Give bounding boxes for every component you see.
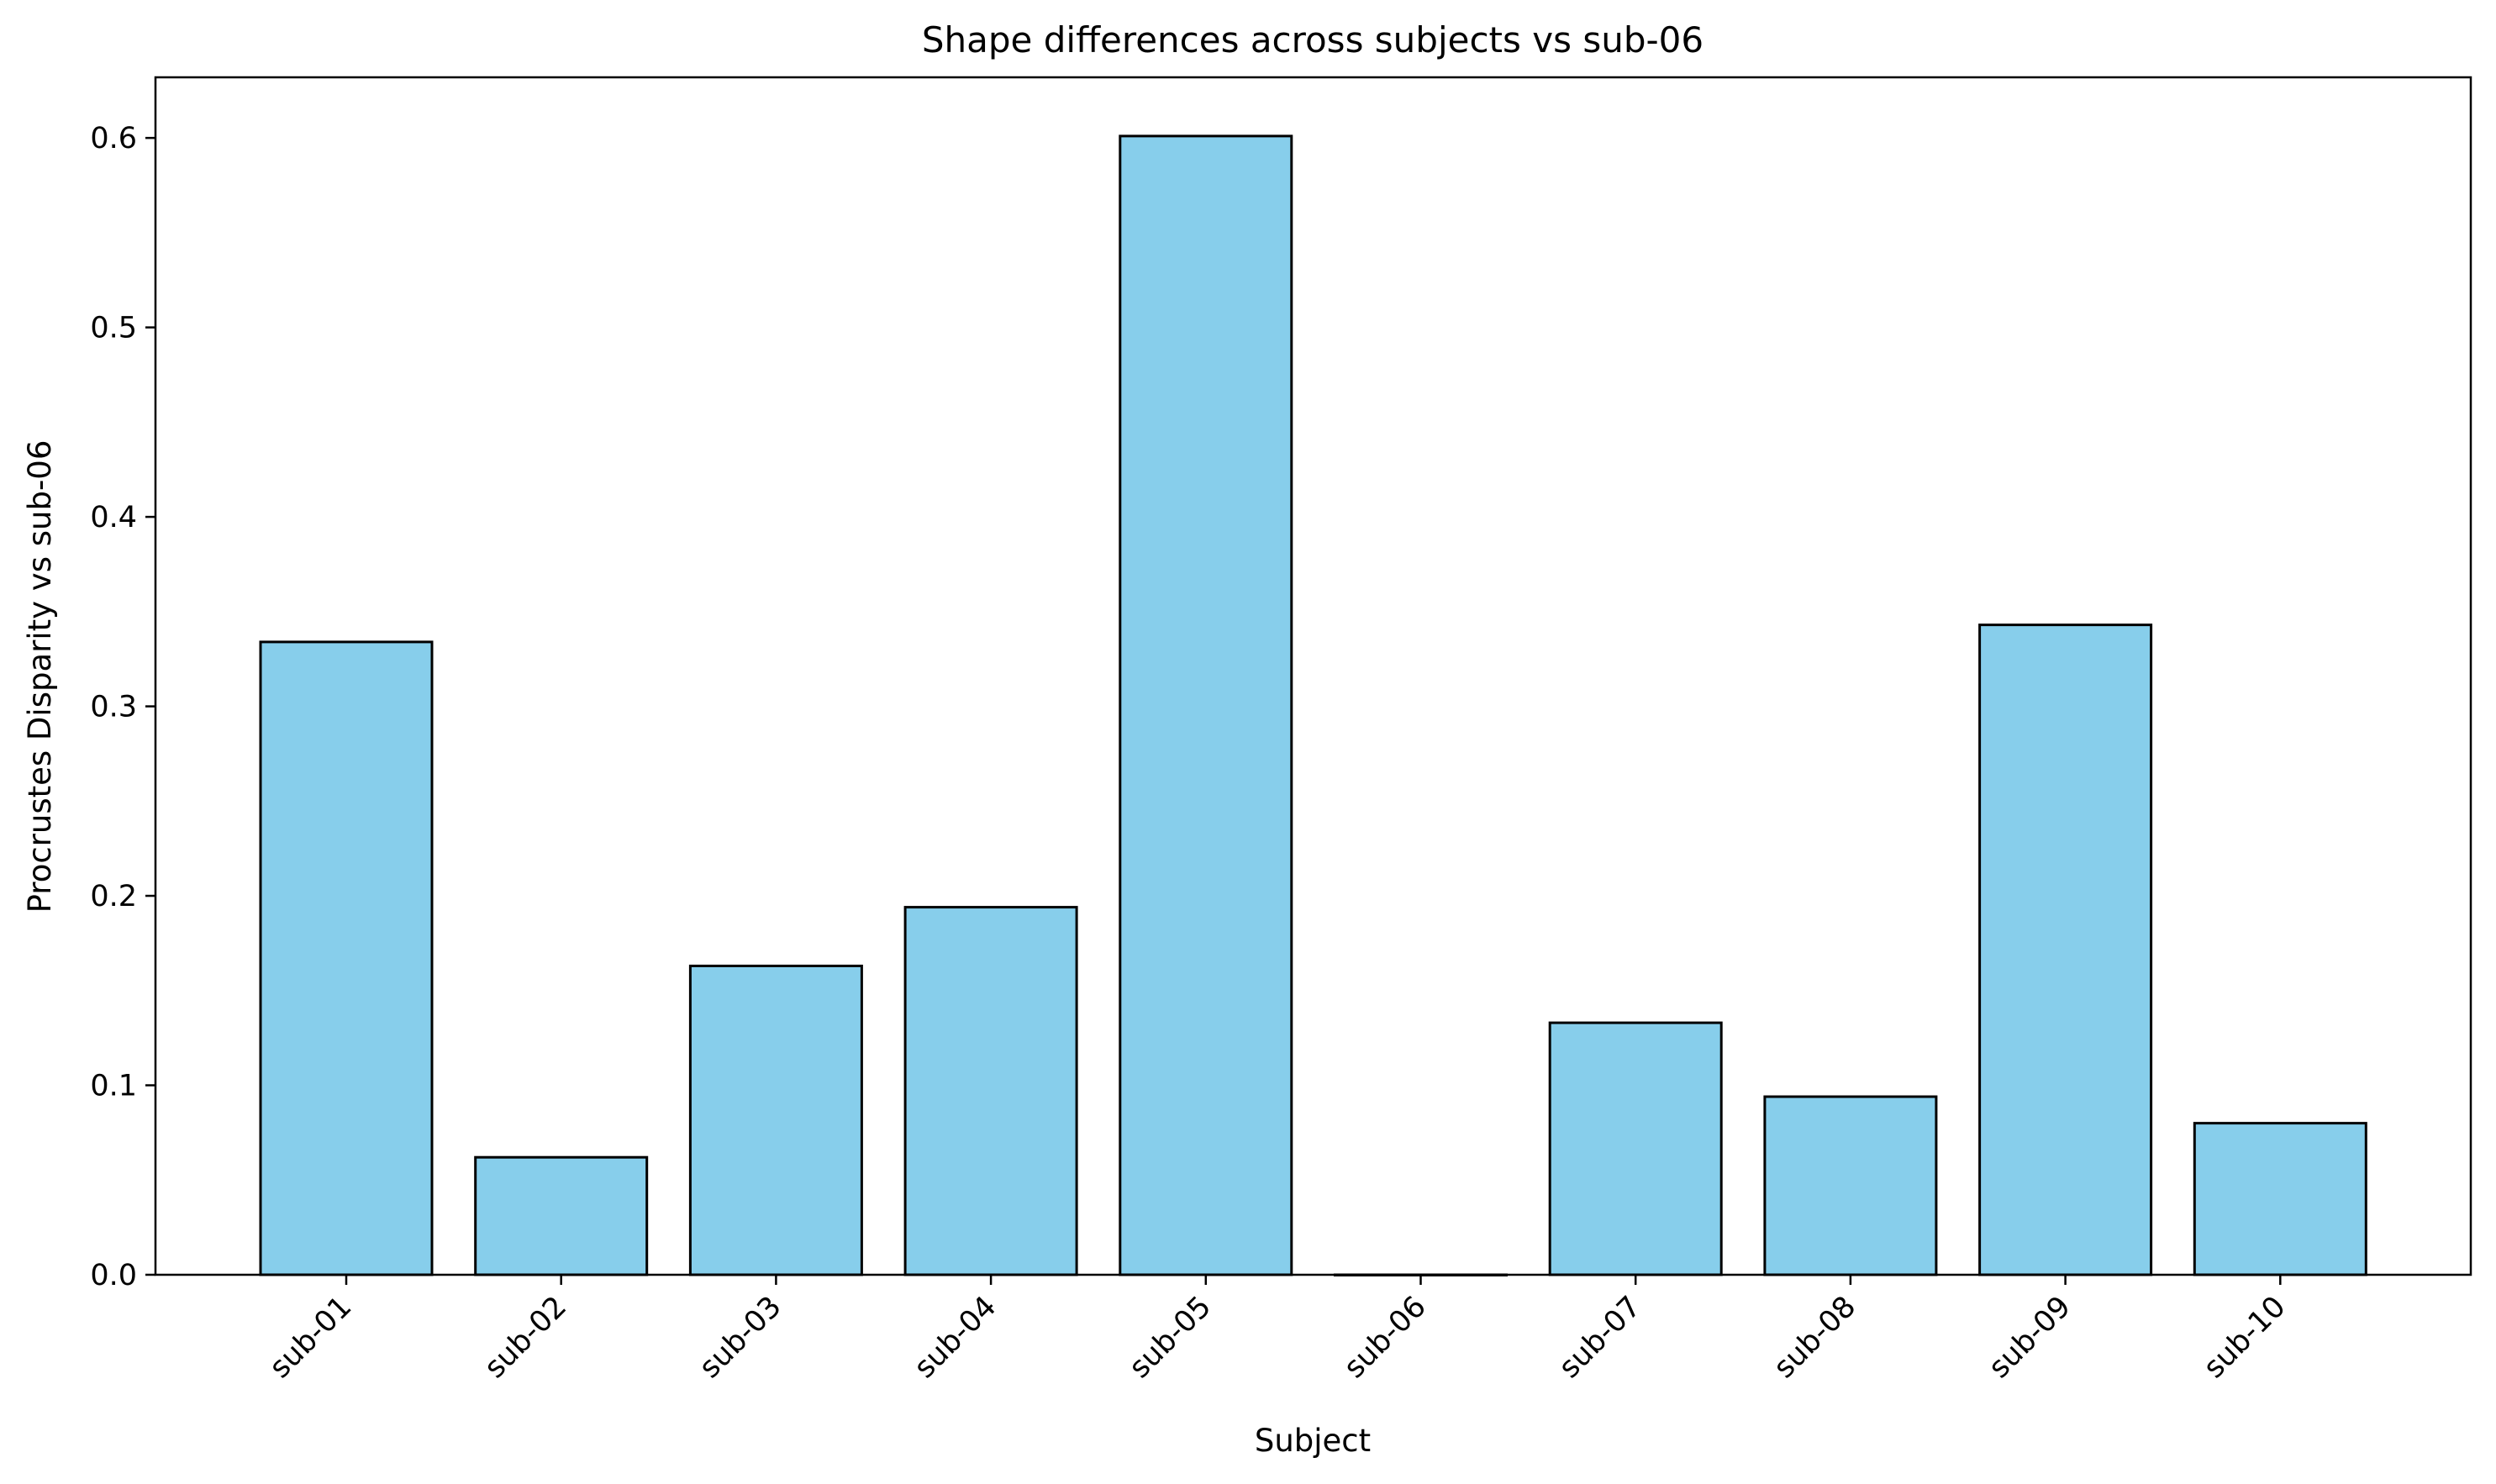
bar-sub-03 xyxy=(688,964,863,1276)
x-axis-label: Subject xyxy=(1255,1423,1371,1459)
y-tick-label-3: 0.3 xyxy=(90,691,137,724)
bar-sub-04 xyxy=(903,906,1078,1276)
y-tick-label-2: 0.2 xyxy=(90,880,137,913)
bars-group xyxy=(259,134,2367,1276)
y-axis-label: Procrustes Disparity vs sub-06 xyxy=(22,440,58,913)
y-tick-label-6: 0.6 xyxy=(90,122,137,155)
bar-sub-09 xyxy=(1978,624,2153,1276)
bar-sub-07 xyxy=(1548,1021,1723,1276)
plot-frame xyxy=(154,76,2472,1276)
bar-sub-01 xyxy=(259,640,434,1276)
bar-sub-02 xyxy=(474,1155,649,1276)
y-axis: 0.0 0.1 0.2 0.3 0.4 0.5 0.6 xyxy=(90,122,155,1292)
y-tick-label-4: 0.4 xyxy=(90,501,137,534)
bar-sub-10 xyxy=(2193,1122,2367,1276)
y-tick-label-5: 0.5 xyxy=(90,312,137,345)
chart-title: Shape differences across subjects vs sub… xyxy=(922,19,1703,61)
y-tick-label-1: 0.1 xyxy=(90,1070,137,1103)
y-tick-label-0: 0.0 xyxy=(90,1259,137,1292)
bar-sub-05 xyxy=(1119,134,1293,1276)
bar-sub-08 xyxy=(1763,1095,1938,1276)
